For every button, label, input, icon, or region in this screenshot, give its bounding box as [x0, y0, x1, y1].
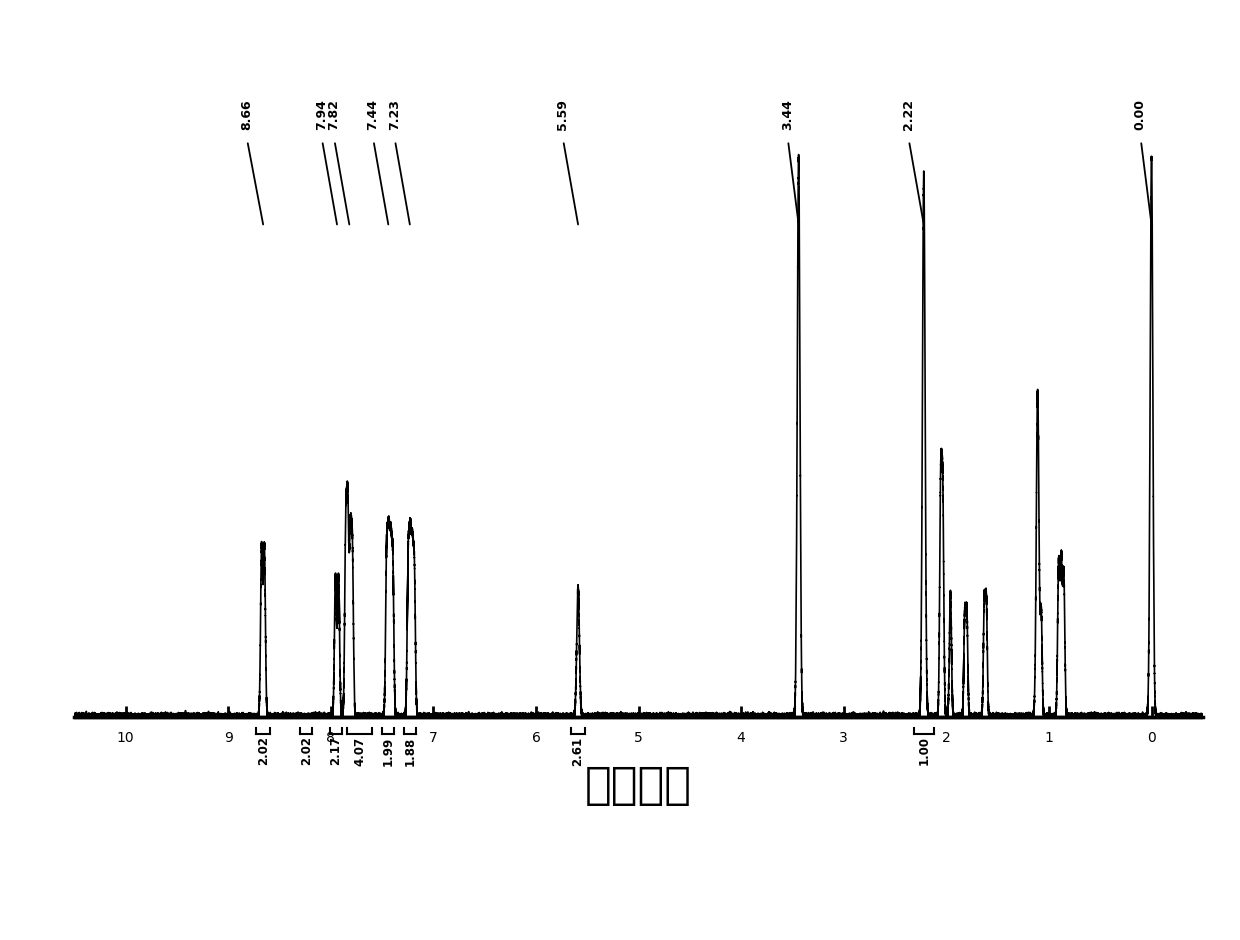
Text: 2.17: 2.17: [330, 736, 342, 765]
Text: 0.00: 0.00: [1133, 99, 1147, 130]
Text: 7.82: 7.82: [327, 99, 341, 130]
Text: 1.99: 1.99: [382, 736, 394, 766]
Text: 2.61: 2.61: [572, 736, 584, 765]
Text: 7.23: 7.23: [388, 99, 401, 130]
Text: 7.94: 7.94: [315, 99, 329, 130]
Text: 2.02: 2.02: [257, 736, 269, 765]
Text: 7.44: 7.44: [366, 99, 379, 130]
Text: 5.59: 5.59: [557, 99, 569, 130]
Text: 2.22: 2.22: [901, 99, 915, 130]
X-axis label: 化学位移: 化学位移: [585, 764, 692, 807]
Text: 4.07: 4.07: [353, 736, 366, 765]
Text: 3.44: 3.44: [781, 99, 794, 130]
Text: 8.66: 8.66: [241, 99, 253, 130]
Text: 2.02: 2.02: [300, 736, 312, 765]
Text: 1.00: 1.00: [918, 736, 930, 765]
Text: 1.88: 1.88: [403, 736, 417, 766]
